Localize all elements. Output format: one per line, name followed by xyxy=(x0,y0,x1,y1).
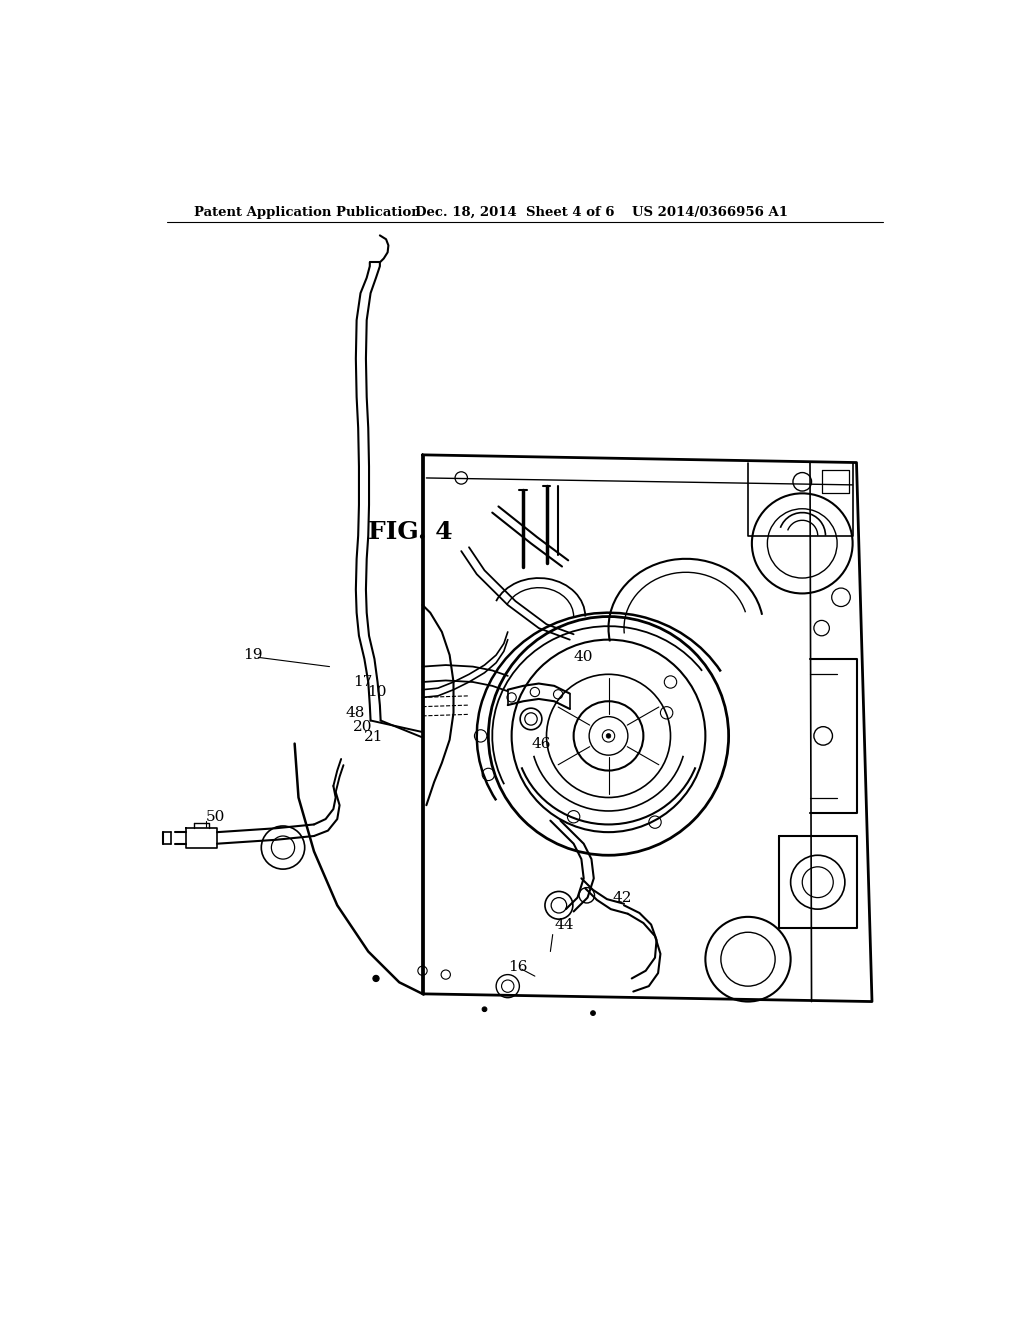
Text: Patent Application Publication: Patent Application Publication xyxy=(194,206,421,219)
Text: 19: 19 xyxy=(243,648,262,663)
Text: Dec. 18, 2014  Sheet 4 of 6: Dec. 18, 2014 Sheet 4 of 6 xyxy=(415,206,614,219)
Text: 46: 46 xyxy=(531,737,551,751)
Text: 48: 48 xyxy=(345,706,365,719)
Circle shape xyxy=(591,1011,595,1015)
Text: US 2014/0366956 A1: US 2014/0366956 A1 xyxy=(632,206,787,219)
Text: 42: 42 xyxy=(612,891,632,904)
Text: 21: 21 xyxy=(365,730,384,744)
Circle shape xyxy=(606,734,611,738)
Text: FIG. 4: FIG. 4 xyxy=(369,520,453,544)
Text: 10: 10 xyxy=(367,685,386,700)
Text: 44: 44 xyxy=(554,917,573,932)
Circle shape xyxy=(373,975,379,982)
Text: 50: 50 xyxy=(206,809,225,824)
Text: 40: 40 xyxy=(573,651,593,664)
Circle shape xyxy=(482,1007,486,1011)
Text: 20: 20 xyxy=(352,719,373,734)
Text: 17: 17 xyxy=(352,675,372,689)
Text: 16: 16 xyxy=(508,960,527,974)
